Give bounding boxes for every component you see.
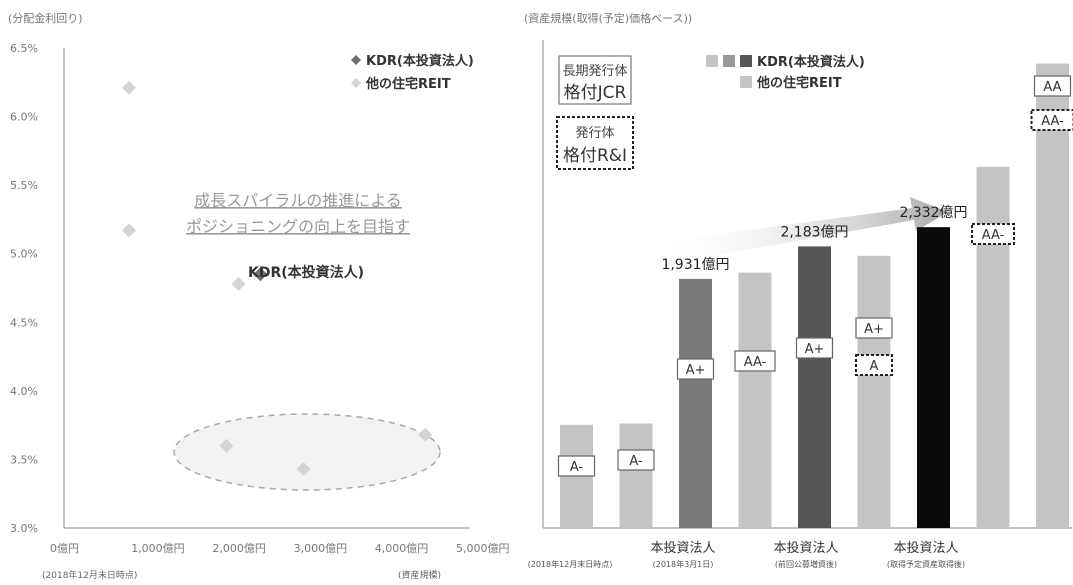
legend-other-diamond-icon — [351, 78, 361, 88]
kdr-point-label: KDR(本投資法人) — [248, 264, 364, 281]
jcr-rating-label: A+ — [686, 363, 706, 378]
right-bars: A- A- 1,931億円 A+ AA- 2,183億円 A+ A+ A 2,332億円 AA- AA… — [559, 64, 1073, 528]
left-x-tick-label: 5,000億円 — [456, 542, 510, 555]
left-legend-kdr-label: KDR(本投資法人) — [366, 53, 474, 69]
x-category-label: (2018年12月末日時点) — [528, 559, 613, 569]
jcr-rating-label: AA- — [744, 355, 767, 370]
bar-value-label: 2,183億円 — [780, 224, 848, 240]
x-category-sublabel: (取得予定資産取得後) — [887, 559, 965, 569]
right-legend-kdr-label: KDR(本投資法人) — [757, 54, 865, 70]
x-category-label: 本投資法人 — [893, 540, 958, 556]
ri-box-line-2: 格付R&I — [563, 146, 627, 166]
x-category-sublabel: (前回公募増資後) — [775, 559, 837, 569]
left-x-axis-label: (資産規模) — [398, 569, 441, 581]
left-x-tick-label: 0億円 — [50, 542, 79, 555]
bar-value-label: 2,332億円 — [899, 205, 967, 221]
left-y-tick-label: 3.0% — [10, 522, 38, 535]
left-y-tick-label: 3.5% — [10, 453, 38, 466]
left-x-tick-labels: 0億円 1,000億円 2,000億円 3,000億円 4,000億円 5,000億円 — [50, 542, 510, 555]
ri-rating-label: AA- — [1041, 114, 1064, 129]
left-annotation-line-1: 成長スパイラルの推進による — [194, 191, 402, 210]
x-category-sublabel: (2018年3月1日) — [653, 559, 714, 569]
x-category-label: 本投資法人 — [773, 540, 838, 556]
jcr-rating-label: AA — [1043, 80, 1061, 95]
left-y-tick-label: 4.5% — [10, 316, 38, 329]
left-legend-other-label: 他の住宅REIT — [365, 76, 451, 92]
bar — [858, 256, 891, 528]
ri-rating-label: A — [870, 359, 879, 374]
right-bar-chart: (資産規模(取得(予定)価格ベース)) 長期発行体 格付JCR 発行体 格付R&… — [524, 11, 1073, 569]
bar — [798, 246, 831, 528]
left-x-tick-label: 1,000億円 — [131, 542, 185, 555]
jcr-legend-box: 長期発行体 格付JCR — [559, 56, 631, 104]
left-y-tick-label: 6.0% — [10, 111, 38, 124]
left-x-note: (2018年12月末日時点) — [42, 569, 137, 581]
bar — [620, 424, 653, 528]
left-x-tick-label: 3,000億円 — [294, 542, 348, 555]
other-reit-point — [122, 81, 136, 95]
bar — [679, 279, 712, 528]
legend-kdr-swatch-2 — [723, 55, 735, 67]
bar — [1036, 64, 1069, 528]
ri-rating-label: AA- — [982, 228, 1005, 243]
legend-kdr-swatch-3 — [740, 55, 752, 67]
right-x-labels: (2018年12月末日時点) 本投資法人 (2018年3月1日) 本投資法人 (前回公募… — [528, 540, 966, 569]
left-y-axis-label: (分配金利回り) — [8, 11, 83, 25]
left-y-tick-labels: 3.0% 3.5% 4.0% 4.5% 5.0% 5.5% 6.0% 6.5% — [10, 42, 38, 535]
right-legend-other-label: 他の住宅REIT — [756, 75, 842, 91]
left-annotation-line-2: ポジショニングの向上を目指す — [186, 217, 410, 236]
jcr-box-line-1: 長期発行体 — [562, 64, 627, 79]
left-x-tick-label: 4,000億円 — [375, 542, 429, 555]
left-y-tick-label: 5.0% — [10, 248, 38, 261]
other-reit-point — [122, 223, 136, 237]
jcr-box-line-2: 格付JCR — [564, 83, 627, 103]
jcr-rating-label: A- — [570, 460, 584, 475]
right-legend: KDR(本投資法人) 他の住宅REIT — [706, 54, 865, 91]
jcr-rating-label: A+ — [805, 342, 825, 357]
legend-other-swatch — [740, 76, 752, 88]
bar — [739, 273, 772, 528]
left-y-tick-label: 6.5% — [10, 42, 38, 55]
bar — [977, 167, 1010, 528]
jcr-rating-label: A+ — [864, 322, 884, 337]
highlight-ellipse — [174, 414, 440, 490]
ri-legend-box: 発行体 格付R&I — [557, 117, 633, 169]
x-category-label: 本投資法人 — [650, 540, 715, 556]
bar — [917, 227, 950, 528]
left-x-tick-label: 2,000億円 — [212, 542, 266, 555]
legend-kdr-swatch-1 — [706, 55, 718, 67]
left-legend: KDR(本投資法人) 他の住宅REIT — [351, 53, 474, 92]
left-scatter-chart: (分配金利回り) 3.0% 3.5% 4.0% 4.5% 5.0% 5.5% 6.0% 6.5… — [8, 11, 510, 581]
other-reit-point — [232, 277, 246, 291]
left-y-tick-label: 4.0% — [10, 385, 38, 398]
bar-value-label: 1,931億円 — [661, 257, 729, 273]
legend-kdr-diamond-icon — [351, 55, 361, 65]
ri-box-line-1: 発行体 — [575, 126, 614, 141]
jcr-rating-label: A- — [629, 454, 643, 469]
right-y-axis-label: (資産規模(取得(予定)価格ベース)) — [524, 11, 692, 25]
left-y-tick-label: 5.5% — [10, 179, 38, 192]
